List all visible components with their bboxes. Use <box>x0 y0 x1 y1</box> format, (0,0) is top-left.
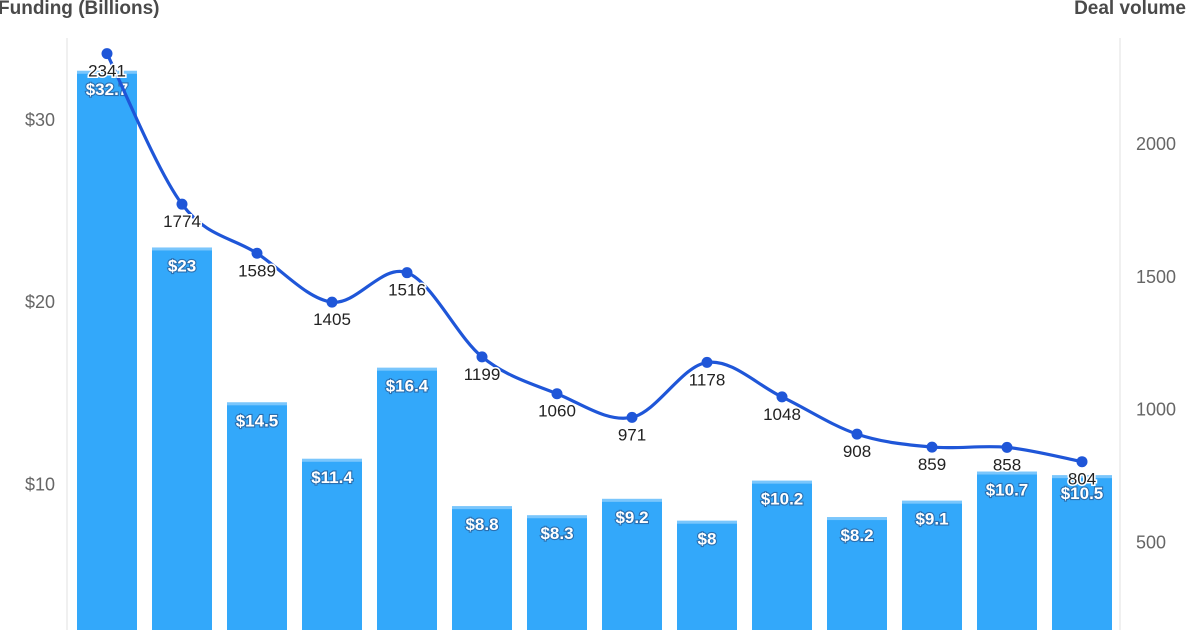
deal-volume-point <box>551 388 563 400</box>
deal-volume-point <box>926 441 938 453</box>
deal-volume-label: 1405 <box>313 310 351 329</box>
funding-bar-highlight <box>302 458 362 462</box>
right-tick-label: 2000 <box>1136 134 1176 154</box>
deal-volume-label: 1178 <box>689 370 726 389</box>
funding-bar-label: $11.4 <box>311 468 353 487</box>
deal-volume-label: 1060 <box>538 402 576 421</box>
deal-volume-label: 1774 <box>163 212 201 231</box>
deal-volume-label: 1589 <box>238 261 276 280</box>
funding-bar-highlight <box>602 498 662 502</box>
deal-volume-point <box>1001 441 1013 453</box>
funding-bar-highlight <box>1052 475 1112 479</box>
left-axis-title: Funding (Billions) <box>0 0 159 19</box>
deal-volume-point <box>851 428 863 440</box>
funding-bar <box>302 458 362 630</box>
right-tick-label: 1500 <box>1136 267 1176 287</box>
deal-volume-label: 1199 <box>464 365 501 384</box>
deal-volume-line <box>105 52 1083 464</box>
deal-volume-label: 1048 <box>763 405 801 424</box>
funding-bar-label: $10.5 <box>1061 484 1104 503</box>
deal-volume-label: 971 <box>618 425 646 444</box>
funding-bar-label: $32.7 <box>86 80 129 99</box>
deal-volume-point <box>1076 456 1088 468</box>
deal-volume-label: 858 <box>993 455 1021 474</box>
funding-bar <box>377 367 437 630</box>
deal-volume-label: 908 <box>843 442 871 461</box>
deal-volume-point <box>776 391 788 403</box>
funding-bar-label: $8.8 <box>465 515 498 534</box>
deal-volume-point <box>176 198 188 210</box>
deal-volume-point <box>101 48 113 60</box>
funding-bar-label: $8.2 <box>840 526 873 545</box>
funding-bar-label: $9.1 <box>915 510 948 529</box>
funding-bar-highlight <box>902 500 962 504</box>
right-axis-title: Deal volume <box>1074 0 1186 19</box>
right-tick-label: 500 <box>1136 532 1166 552</box>
funding-bar <box>1052 475 1112 630</box>
funding-bar-highlight <box>77 70 137 74</box>
funding-bar-highlight <box>827 517 887 521</box>
deal-volume-label: 1516 <box>388 281 426 300</box>
funding-bar-highlight <box>677 520 737 524</box>
funding-bar <box>902 500 962 630</box>
funding-bar-label: $10.7 <box>986 481 1029 500</box>
bar-series <box>77 70 1112 630</box>
left-tick-label: $30 <box>25 110 55 130</box>
funding-bar-highlight <box>227 402 287 406</box>
deal-volume-points <box>101 48 1088 468</box>
deal-volume-label: 859 <box>918 455 946 474</box>
funding-bar-label: $8.3 <box>540 524 573 543</box>
funding-bar-label: $23 <box>168 256 196 275</box>
funding-bar-highlight <box>377 367 437 371</box>
funding-bar <box>977 471 1037 630</box>
deal-volume-point <box>251 247 263 259</box>
funding-bar <box>227 402 287 630</box>
deal-volume-labels: 2341 1774 1589 1405 1516 1199 1060 971 1178 1048 9… <box>87 60 1098 490</box>
funding-bar <box>827 517 887 630</box>
funding-bar-label: $14.5 <box>236 411 279 430</box>
funding-bar <box>152 247 212 630</box>
right-tick-labels: 500 1000 1500 2000 <box>1136 134 1176 552</box>
funding-bar <box>527 515 587 630</box>
funding-bar <box>677 520 737 630</box>
funding-bar-highlight <box>527 515 587 519</box>
funding-bar-label: $8 <box>698 530 717 549</box>
deal-volume-point <box>701 356 713 368</box>
funding-bar <box>452 506 512 630</box>
funding-bar <box>752 480 812 630</box>
funding-bar-highlight <box>752 480 812 484</box>
bar-data-labels: $32.7 $23 $14.5 $11.4 $16.4 $8.8 $8.3 $9.2 $8 $10… <box>85 79 1105 550</box>
funding-bar-highlight <box>977 471 1037 475</box>
funding-bar <box>602 498 662 630</box>
funding-bar-highlight <box>452 506 512 510</box>
funding-bar <box>77 70 137 630</box>
funding-bar-label: $9.2 <box>615 508 648 527</box>
funding-bar-label: $10.2 <box>761 490 804 509</box>
deal-volume-point <box>476 351 488 363</box>
right-tick-label: 1000 <box>1136 400 1176 420</box>
deal-volume-point <box>401 267 413 279</box>
deal-volume-label: 2341 <box>88 62 126 81</box>
deal-volume-label: 804 <box>1068 470 1096 489</box>
left-tick-label: $20 <box>25 292 55 312</box>
deal-volume-point <box>626 411 638 423</box>
funding-bar-label: $16.4 <box>386 377 429 396</box>
left-tick-label: $10 <box>25 474 55 494</box>
left-tick-labels: $10 $20 $30 <box>25 110 55 494</box>
funding-bar-highlight <box>152 247 212 251</box>
deal-volume-point <box>326 296 338 308</box>
